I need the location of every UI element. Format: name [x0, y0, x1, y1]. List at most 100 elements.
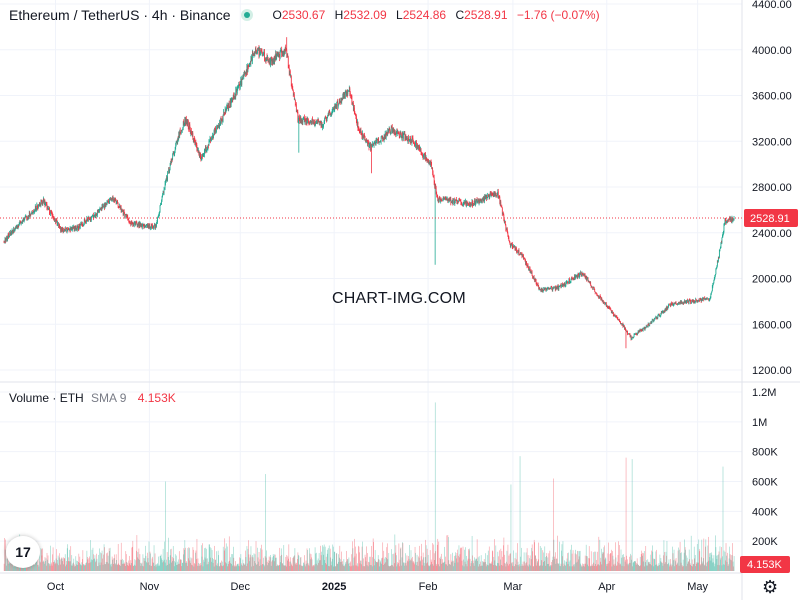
volume-bar [391, 564, 393, 571]
volume-bar [268, 562, 269, 571]
volume-bar [524, 565, 526, 571]
volume-bar [215, 565, 217, 571]
volume-bar [495, 545, 497, 571]
volume-bar [226, 563, 228, 571]
volume-bar [716, 555, 717, 571]
volume-bar [323, 544, 325, 571]
volume-bar [197, 558, 199, 571]
volume-bar [628, 562, 630, 571]
candle-body [433, 176, 435, 183]
volume-bar [429, 550, 431, 571]
volume-bar [648, 563, 650, 571]
volume-bar [204, 548, 205, 571]
volume-tick-label: 1.2M [752, 387, 776, 399]
volume-bar [321, 551, 322, 571]
volume-bar [121, 558, 123, 571]
volume-bar [104, 564, 106, 571]
candle-body [620, 322, 621, 325]
volume-bar [155, 566, 157, 571]
volume-bar [230, 564, 232, 571]
volume-bar [122, 563, 124, 571]
volume-bar [163, 561, 164, 571]
volume-bar [621, 557, 622, 571]
time-axis: Oct Nov Dec 2025 Feb Mar Apr May [47, 581, 709, 593]
volume-bar [193, 566, 195, 571]
volume-bar [627, 559, 628, 571]
volume-bar [386, 547, 388, 571]
volume-bar [93, 554, 94, 571]
candle-body [349, 88, 351, 94]
volume-bar [87, 556, 88, 571]
price-tick-label: 4000.00 [752, 45, 792, 57]
volume-bar [57, 559, 58, 571]
volume-bar [105, 564, 106, 571]
volume-bar [225, 562, 227, 571]
volume-bar [712, 562, 713, 571]
volume-bar [445, 556, 446, 571]
volume-bar [306, 548, 308, 571]
volume-bar [439, 558, 441, 571]
volume-bar [547, 563, 548, 571]
volume-bar [614, 563, 616, 571]
volume-bar [489, 563, 491, 571]
volume-bar [138, 548, 140, 571]
volume-bar [725, 543, 727, 571]
symbol-title[interactable]: Ethereum / TetherUS · 4h · Binance [9, 7, 231, 23]
volume-bar [128, 560, 130, 571]
candle-body [644, 327, 646, 330]
volume-bar [530, 559, 532, 571]
volume-bar [52, 547, 54, 571]
volume-bar [572, 566, 573, 571]
volume-bar [510, 484, 512, 571]
volume-bar [258, 552, 260, 571]
volume-bar [416, 565, 417, 571]
candle-body [311, 118, 313, 124]
volume-bar [538, 542, 540, 571]
volume-bar [410, 559, 411, 571]
volume-legend[interactable]: Volume · ETH SMA 9 4.153K [9, 391, 176, 405]
candle-body [717, 261, 718, 266]
volume-bar [59, 553, 60, 571]
volume-bar [284, 565, 286, 571]
volume-bar [710, 552, 711, 571]
volume-bar [602, 551, 604, 571]
candle-body [348, 90, 349, 92]
volume-bar [350, 561, 351, 571]
candle-body [593, 287, 595, 290]
volume-bar [283, 565, 285, 571]
volume-bar [409, 560, 411, 571]
candle-body [688, 299, 690, 303]
volume-bar [604, 559, 606, 571]
volume-bar [67, 561, 69, 571]
volume-bar [471, 561, 472, 571]
volume-bar [100, 552, 101, 571]
volume-bar [646, 565, 648, 571]
volume-bar [254, 554, 256, 571]
candle-body [713, 283, 714, 285]
candle-body [181, 130, 182, 134]
volume-bar [707, 545, 709, 571]
volume-bar [625, 457, 627, 571]
volume-bar [364, 554, 366, 571]
candle-body [88, 217, 89, 222]
tradingview-logo-icon[interactable]: 17 [6, 536, 40, 568]
volume-bar [140, 565, 142, 571]
volume-bar [167, 564, 168, 571]
settings-gear-icon[interactable]: ⚙ [762, 577, 779, 597]
volume-bar [84, 565, 86, 571]
volume-bar [230, 563, 232, 571]
volume-bar [353, 557, 355, 571]
volume-bar [320, 545, 321, 571]
volume-bar [418, 557, 420, 571]
volume-bar [447, 565, 448, 571]
volume-bar [214, 559, 216, 571]
volume-bar [234, 566, 236, 571]
volume-bar [414, 564, 415, 571]
volume-bar [512, 562, 514, 571]
volume-bar [654, 558, 655, 571]
candle-body [723, 225, 725, 232]
volume-bar [436, 544, 438, 571]
volume-bar [402, 543, 404, 571]
